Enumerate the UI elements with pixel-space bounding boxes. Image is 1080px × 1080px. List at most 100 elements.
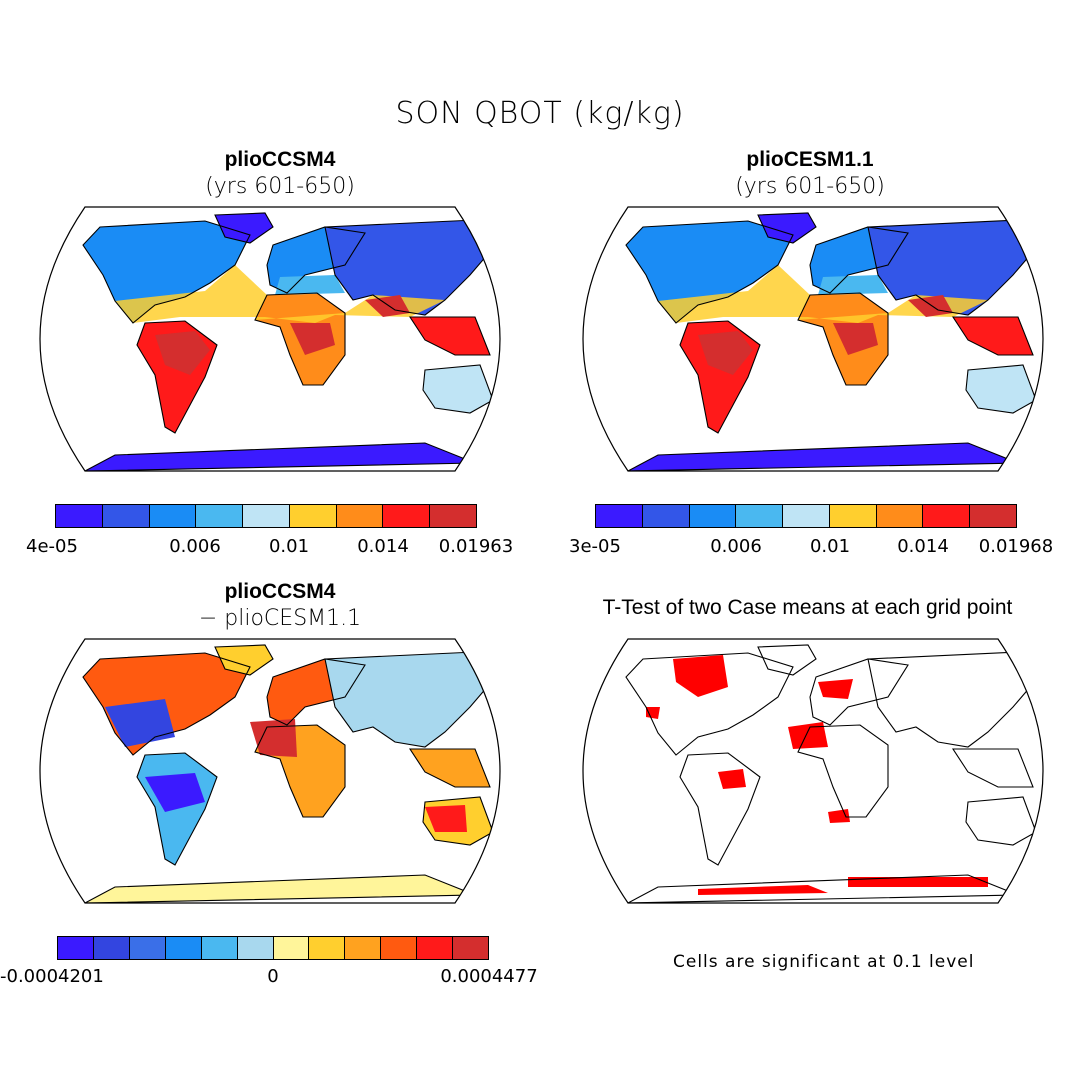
colorbar-swatch (382, 505, 430, 527)
colorbar-swatch (308, 937, 345, 959)
colorbar-plioCCSM4 (55, 504, 477, 528)
colorbar-swatch (128, 937, 165, 959)
map-border (582, 638, 1044, 904)
map-land (82, 644, 500, 903)
coastline-eu (266, 226, 366, 294)
land-as (868, 220, 1043, 315)
colorbar-3-label-max: 0.0004477 (440, 966, 538, 987)
colorbar-swatch (242, 505, 289, 527)
panel-3-subtitle: − plioCESM1.1 (198, 606, 362, 631)
positive-anomaly (250, 719, 297, 757)
colorbar-3-label-zero: 0 (267, 966, 279, 987)
map-land (625, 212, 1043, 471)
colorbar-swatch (828, 505, 876, 527)
coastline-af (254, 724, 346, 818)
colorbar-swatch (596, 505, 642, 527)
coastline-na (625, 220, 794, 324)
land-au (423, 365, 493, 413)
colorbar-swatch (236, 937, 273, 959)
colorbar-swatch (288, 505, 336, 527)
positive-anomaly (425, 805, 467, 832)
colorbar-swatch (922, 505, 970, 527)
coastline-grn (757, 644, 817, 676)
colorbar-1-label-max: 0.01963 (438, 536, 514, 557)
panel-1-title: plioCCSM4 (224, 148, 336, 171)
colorbar-swatch (429, 505, 477, 527)
colorbar-swatch (200, 937, 237, 959)
coastline-af (254, 292, 346, 386)
panel-1-subtitle: (yrs 601-650) (205, 174, 355, 199)
colorbar-swatch (735, 505, 783, 527)
coastline-au (422, 364, 494, 414)
colorbar-plioCESM1.1 (595, 504, 1017, 528)
sahara-dry (275, 275, 345, 295)
significant-cell-cluster (698, 885, 828, 895)
panel-3-title: plioCCSM4 (224, 580, 336, 603)
land-ant (85, 443, 475, 471)
tropical-band (658, 265, 988, 323)
significance-note: Cells are significant at 0.1 level (673, 952, 975, 972)
coastline-na (82, 220, 251, 324)
colorbar-1-label: 0.014 (357, 536, 409, 557)
coastline-sea (951, 748, 1034, 788)
colorbar-swatch (195, 505, 243, 527)
land-sea (410, 749, 490, 787)
land-sea (953, 317, 1033, 355)
land-grn (215, 213, 273, 243)
colorbar-swatch (641, 505, 689, 527)
coastline-sa (136, 752, 218, 866)
colorbar-1-label-min: 4e-05 (26, 536, 78, 557)
land-sea (410, 317, 490, 355)
negative-anomaly (105, 699, 175, 747)
colorbar-swatch (101, 505, 149, 527)
colorbar-swatch (164, 937, 201, 959)
congo-humid (833, 323, 878, 355)
colorbar-1-label: 0.006 (169, 536, 221, 557)
tropical-band (115, 265, 445, 323)
land-as (325, 220, 500, 315)
map-border (39, 638, 501, 904)
land-grn (215, 645, 273, 675)
panel-2-title: plioCESM1.1 (746, 148, 874, 171)
colorbar-3-label-min: -0.0004201 (0, 966, 104, 987)
colorbar-swatch (92, 937, 129, 959)
colorbar-swatch (452, 937, 489, 959)
coastline-eu (266, 658, 366, 726)
land-grn (758, 213, 816, 243)
significant-cell-cluster (673, 655, 728, 697)
colorbar-swatch (56, 505, 102, 527)
colorbar-swatch (380, 937, 417, 959)
colorbar-2-label-min: 3e-05 (569, 536, 621, 557)
significant-cell-cluster (718, 769, 746, 789)
coastline-grn (214, 212, 274, 244)
map-plioCCSM4 (5, 205, 535, 473)
colorbar-2-label: 0.014 (897, 536, 949, 557)
significant-cell-cluster (646, 707, 660, 719)
colorbar-swatch (969, 505, 1017, 527)
india-humid (908, 295, 953, 317)
map-difference (5, 637, 535, 905)
map-ttest (548, 637, 1078, 905)
land-au (966, 365, 1036, 413)
colorbar-2-label: 0.006 (710, 536, 762, 557)
colorbar-swatch (148, 505, 196, 527)
coastline-eu (809, 658, 909, 726)
colorbar-1-label: 0.01 (268, 536, 310, 557)
land-na (83, 221, 250, 323)
coastline-au (965, 796, 1037, 846)
amazon-humid (155, 331, 210, 375)
land-ant (85, 875, 475, 903)
coastline-au (422, 796, 494, 846)
colorbar-swatch (272, 937, 309, 959)
colorbar-2-label-max: 0.01968 (978, 536, 1054, 557)
significant-cell-cluster (788, 722, 828, 749)
coastline-na (82, 652, 251, 756)
coastline-sea (408, 316, 491, 356)
colorbar-swatch (335, 505, 383, 527)
map-land (625, 644, 1043, 903)
land-na (626, 221, 793, 323)
colorbar-swatch (875, 505, 923, 527)
panel-4-title: T-Test of two Case means at each grid po… (602, 596, 1013, 619)
panel-2-subtitle: (yrs 601-650) (735, 174, 885, 199)
map-plioCESM1.1 (548, 205, 1078, 473)
